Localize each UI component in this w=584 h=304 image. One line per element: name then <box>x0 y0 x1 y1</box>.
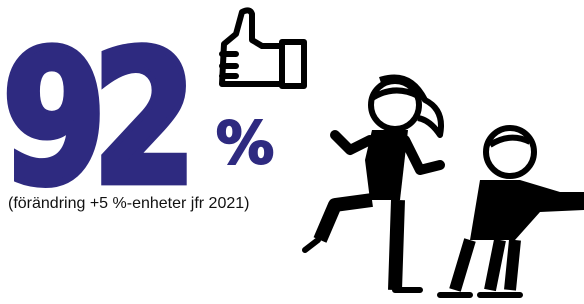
thumbs-up-icon <box>222 10 304 86</box>
illustrations <box>0 0 584 304</box>
squatting-figure <box>440 128 584 295</box>
page: 92 % (förändring +5 %-enheter jfr 2021) … <box>0 0 584 304</box>
jumping-figure <box>305 78 441 291</box>
